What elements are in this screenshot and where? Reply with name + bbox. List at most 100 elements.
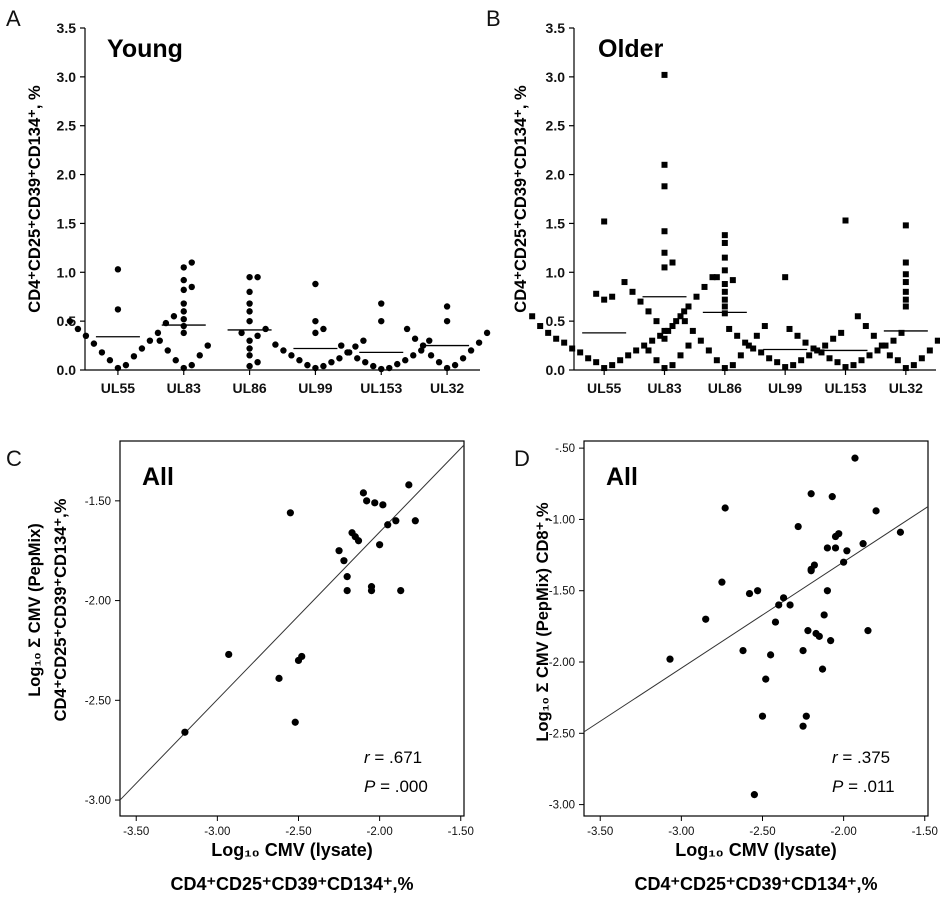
data-point: [838, 329, 845, 336]
data-point: [246, 300, 253, 307]
data-point: [882, 342, 889, 349]
x-tick-label: -1.50: [912, 826, 938, 838]
data-point: [180, 315, 187, 323]
y-axis-label-c-line2: CD4⁺CD25⁺CD39⁺CD134⁺,%: [52, 498, 70, 721]
data-point: [593, 290, 600, 297]
data-point: [859, 540, 867, 548]
panel-letter-a: A: [6, 6, 21, 31]
x-tick-label: UL55: [101, 380, 135, 396]
data-point: [851, 454, 859, 462]
data-point: [451, 361, 459, 369]
data-point: [298, 652, 306, 661]
y-tick-label: -2.50: [85, 695, 111, 707]
data-point: [726, 325, 733, 332]
data-point: [661, 264, 668, 271]
data-point: [750, 345, 757, 352]
data-point: [734, 332, 741, 339]
data-point: [870, 332, 877, 339]
y-ticks-c: -1.50 -2.00 -2.50 -3.00: [85, 496, 120, 807]
data-point: [775, 601, 783, 609]
data-point: [842, 364, 849, 371]
data-point: [312, 364, 319, 372]
y-tick-label: 3.5: [57, 20, 77, 36]
x-tick-label: UL83: [167, 380, 201, 396]
stat-r-eq-d: =: [838, 748, 857, 767]
x-tick-label: -3.00: [668, 826, 694, 838]
data-point: [238, 329, 245, 337]
x-axis-label-c-line2: CD4⁺CD25⁺CD39⁺CD134⁺,%: [170, 874, 413, 894]
data-point: [790, 362, 797, 369]
data-point: [394, 360, 401, 368]
data-point: [745, 342, 752, 349]
data-point: [835, 530, 843, 538]
y-tick-label: 3.0: [546, 69, 566, 85]
data-point: [669, 362, 676, 369]
data-point: [370, 362, 377, 370]
stat-p-value-d: .011: [863, 777, 895, 796]
data-point: [561, 339, 568, 346]
data-point: [815, 632, 823, 640]
regression-line: [119, 444, 465, 801]
y-tick-label: 1.5: [57, 215, 77, 231]
data-point: [246, 273, 253, 281]
data-point: [902, 365, 909, 372]
data-point: [649, 337, 656, 344]
data-point: [156, 337, 163, 344]
data-point: [188, 259, 195, 266]
data-point: [820, 611, 828, 619]
data-point: [621, 279, 628, 286]
data-point: [902, 259, 909, 266]
data-point: [577, 349, 584, 356]
data-point: [98, 349, 106, 356]
data-point: [830, 335, 837, 342]
panel-d: D -.50-1.00-1.50-2.00-2.50-3.00 -3.50 -3.…: [514, 440, 938, 894]
data-point: [910, 362, 917, 369]
data-point: [705, 347, 712, 354]
data-point: [392, 517, 400, 525]
stat-r-value-c: .671: [389, 748, 422, 767]
data-point: [553, 335, 560, 342]
x-axis-label-d-line2: CD4⁺CD25⁺CD39⁺CD134⁺,%: [634, 874, 877, 894]
data-point: [858, 357, 865, 364]
data-point: [802, 712, 810, 720]
data-point: [721, 267, 728, 274]
y-tick-label: -2.00: [85, 596, 111, 608]
x-tick-label: -2.00: [367, 826, 393, 838]
data-point: [320, 325, 327, 333]
x-tick-label: -2.00: [831, 826, 857, 838]
data-point: [850, 362, 857, 369]
data-point: [661, 228, 668, 235]
data-point: [569, 345, 576, 352]
data-point: [834, 359, 841, 366]
data-point: [902, 222, 909, 229]
median-lines-b: [582, 296, 928, 352]
y-tick-label: -2.00: [549, 657, 575, 669]
data-point: [666, 655, 674, 663]
data-point: [180, 276, 187, 284]
data-point: [106, 357, 114, 364]
data-point: [745, 589, 754, 598]
data-point: [275, 674, 283, 682]
data-point: [459, 355, 467, 362]
inset-title-b: Older: [598, 35, 664, 63]
data-point: [410, 352, 417, 359]
data-point: [890, 337, 897, 344]
data-point: [661, 183, 668, 190]
data-point: [246, 288, 253, 296]
data-point: [926, 347, 933, 354]
data-point: [427, 352, 435, 359]
x-tick-label: UL153: [824, 380, 866, 396]
data-point: [701, 283, 708, 290]
data-point: [840, 558, 848, 566]
data-point: [831, 544, 840, 552]
data-point: [779, 594, 788, 602]
panel-letter-c: C: [6, 446, 22, 471]
data-point: [291, 718, 299, 726]
data-point: [435, 358, 443, 366]
data-point: [254, 273, 261, 281]
data-point: [709, 274, 716, 281]
data-point: [359, 489, 367, 497]
data-point: [609, 293, 616, 300]
x-tick-label: UL99: [298, 380, 332, 396]
data-point: [761, 323, 768, 330]
